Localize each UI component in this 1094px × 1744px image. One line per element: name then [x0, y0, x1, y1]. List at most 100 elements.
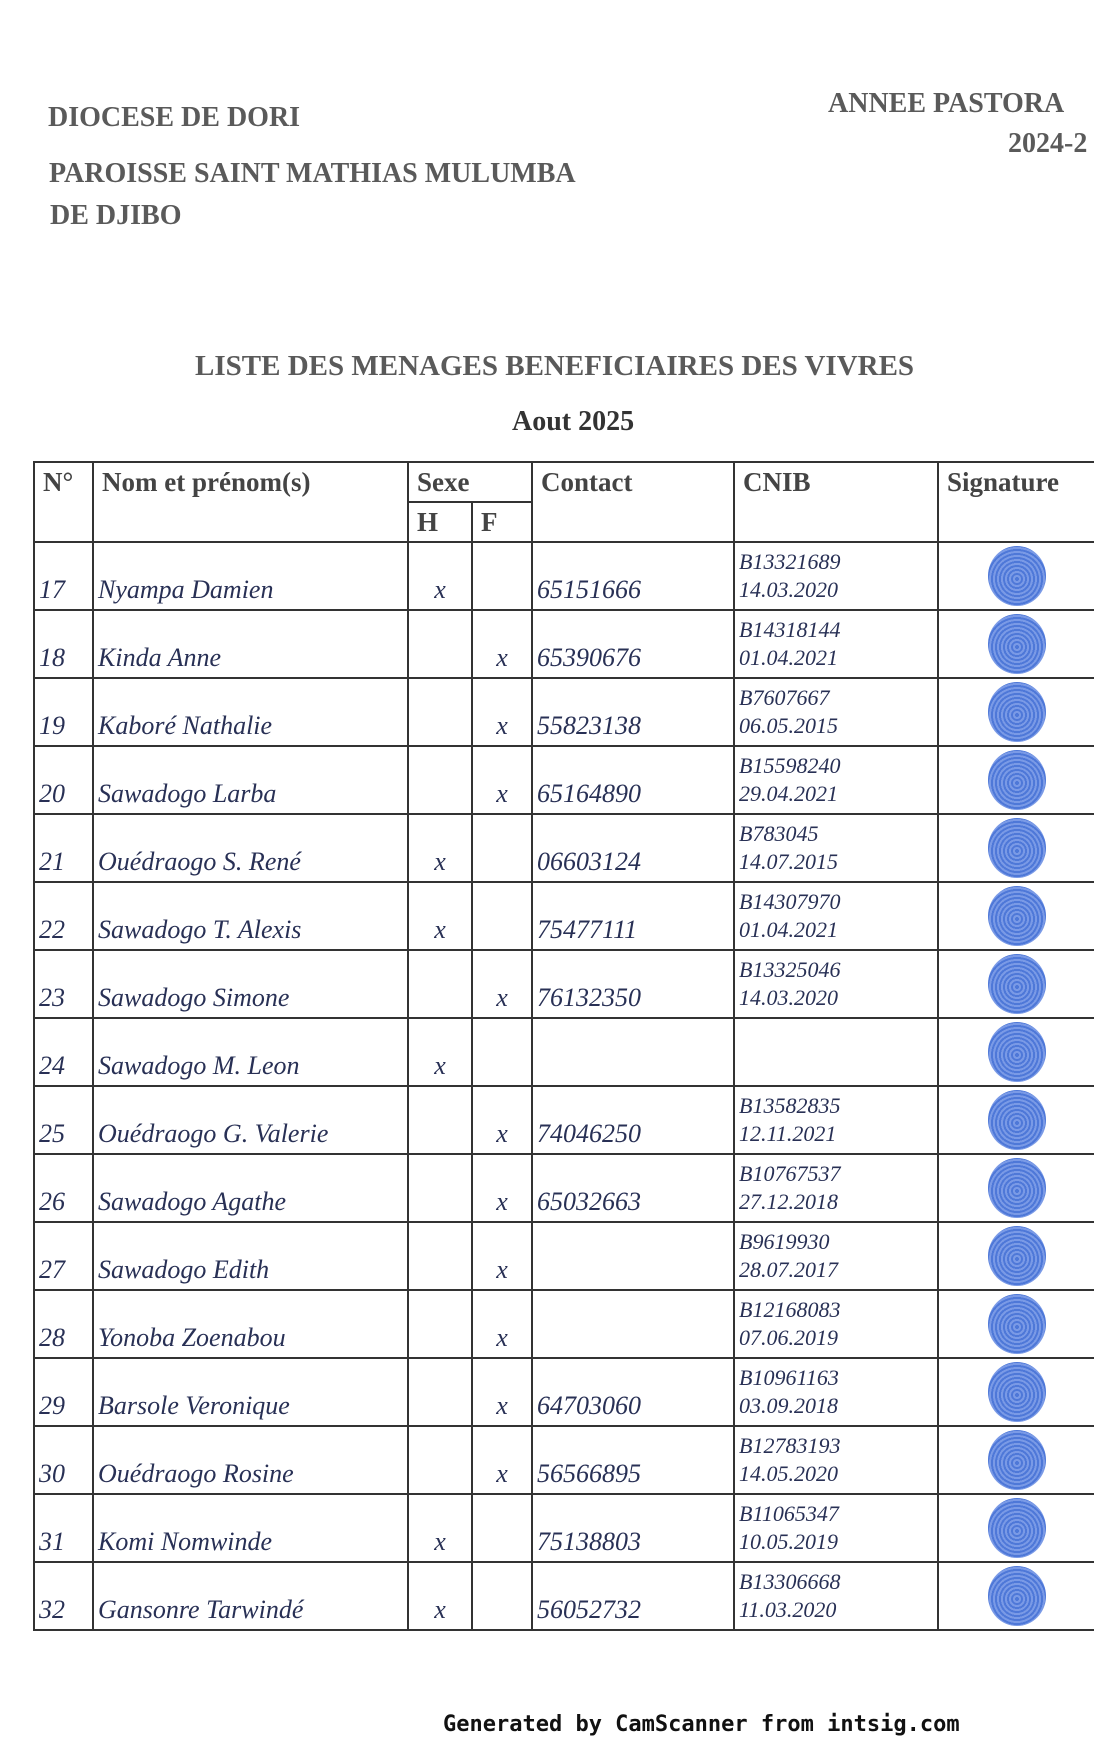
table-row: 28 Yonoba Zoenabou x B12168083 07.06.2019: [33, 1289, 1094, 1359]
beneficiary-name: Barsole Veronique: [92, 1357, 409, 1427]
cnib-number: B13321689: [739, 549, 841, 574]
fingerprint-icon: [987, 954, 1046, 1014]
row-number: 21: [33, 813, 94, 883]
fingerprint-icon: [987, 1566, 1046, 1626]
sex-f-mark: x: [470, 1221, 534, 1291]
row-number: 17: [33, 541, 94, 611]
signature-cell: [937, 1289, 1094, 1359]
sex-f-mark: x: [470, 1153, 534, 1223]
cnib-date: 12.11.2021: [739, 1121, 837, 1146]
sex-f-mark: x: [470, 677, 534, 747]
sex-h-mark: [407, 745, 473, 815]
cnib-number: B12783193: [739, 1433, 841, 1458]
cnib-cell: B14307970 01.04.2021: [733, 881, 940, 951]
table-row: 22 Sawadogo T. Alexis x 75477111 B14307970 01…: [33, 881, 1094, 951]
beneficiary-name: Kaboré Nathalie: [92, 677, 409, 747]
cnib-cell: B14318144 01.04.2021: [733, 609, 940, 679]
beneficiary-name: Sawadogo Simone: [92, 949, 409, 1019]
contact-number: 75138803: [531, 1493, 736, 1563]
col-cnib: CNIB: [733, 461, 940, 543]
fingerprint-icon: [987, 1430, 1046, 1490]
contact-number: 06603124: [531, 813, 736, 883]
sex-h-mark: [407, 1085, 473, 1155]
row-number: 19: [33, 677, 94, 747]
cnib-cell: B12783193 14.05.2020: [733, 1425, 940, 1495]
sex-f-mark: x: [470, 1289, 534, 1359]
signature-cell: [937, 1561, 1094, 1631]
beneficiary-name: Sawadogo M. Leon: [92, 1017, 409, 1087]
cnib-number: B14318144: [739, 617, 841, 642]
beneficiary-name: Sawadogo Larba: [92, 745, 409, 815]
cnib-cell: B13306668 11.03.2020: [733, 1561, 940, 1631]
sex-f-mark: [470, 1561, 534, 1631]
contact-number: 65032663: [531, 1153, 736, 1223]
beneficiary-name: Sawadogo Agathe: [92, 1153, 409, 1223]
contact-number: [531, 1221, 736, 1291]
contact-number: 65390676: [531, 609, 736, 679]
sex-h-mark: [407, 1221, 473, 1291]
table-row: 31 Komi Nomwinde x 75138803 B11065347 10.05.2…: [33, 1493, 1094, 1563]
contact-number: [531, 1289, 736, 1359]
fingerprint-icon: [987, 682, 1046, 742]
col-name: Nom et prénom(s): [92, 461, 409, 543]
col-sex-f: F: [470, 501, 534, 543]
table-row: 32 Gansonre Tarwindé x 56052732 B13306668 11.…: [33, 1561, 1094, 1631]
cnib-number: B12168083: [739, 1297, 841, 1322]
table-row: 21 Ouédraogo S. René x 06603124 B783045 14.07…: [33, 813, 1094, 883]
signature-cell: [937, 1085, 1094, 1155]
row-number: 20: [33, 745, 94, 815]
cnib-date: 27.12.2018: [739, 1189, 839, 1214]
table-row: 27 Sawadogo Edith x B9619930 28.07.2017: [33, 1221, 1094, 1291]
cnib-cell: B783045 14.07.2015: [733, 813, 940, 883]
fingerprint-icon: [987, 614, 1046, 674]
fingerprint-icon: [987, 1498, 1046, 1558]
sex-f-mark: x: [470, 745, 534, 815]
cnib-number: B15598240: [739, 753, 841, 778]
table-row: 17 Nyampa Damien x 65151666 B13321689 14.03.2…: [33, 541, 1094, 611]
cnib-cell: B10767537 27.12.2018: [733, 1153, 940, 1223]
sex-f-mark: x: [470, 1085, 534, 1155]
sex-f-mark: x: [470, 1357, 534, 1427]
row-number: 31: [33, 1493, 94, 1563]
sex-f-mark: x: [470, 609, 534, 679]
cnib-cell: [733, 1017, 940, 1087]
contact-number: 56566895: [531, 1425, 736, 1495]
col-sex-h: H: [407, 501, 473, 543]
cnib-number: B783045: [739, 821, 819, 846]
cnib-cell: B10961163 03.09.2018: [733, 1357, 940, 1427]
row-number: 27: [33, 1221, 94, 1291]
fingerprint-icon: [987, 750, 1046, 810]
table-row: 25 Ouédraogo G. Valerie x 74046250 B13582835…: [33, 1085, 1094, 1155]
row-number: 29: [33, 1357, 94, 1427]
signature-cell: [937, 1221, 1094, 1291]
beneficiary-name: Yonoba Zoenabou: [92, 1289, 409, 1359]
parish-name: PAROISSE SAINT MATHIAS MULUMBA: [49, 158, 576, 189]
beneficiary-name: Nyampa Damien: [92, 541, 409, 611]
row-number: 18: [33, 609, 94, 679]
sex-h-mark: [407, 609, 473, 679]
signature-cell: [937, 609, 1094, 679]
signature-cell: [937, 677, 1094, 747]
cnib-date: 07.06.2019: [739, 1325, 839, 1350]
sex-h-mark: x: [407, 813, 473, 883]
sex-h-mark: [407, 1357, 473, 1427]
beneficiary-name: Sawadogo Edith: [92, 1221, 409, 1291]
signature-cell: [937, 1357, 1094, 1427]
beneficiary-name: Ouédraogo Rosine: [92, 1425, 409, 1495]
document-title: LISTE DES MENAGES BENEFICIAIRES DES VIVR…: [195, 350, 915, 382]
sex-h-mark: x: [407, 881, 473, 951]
row-number: 24: [33, 1017, 94, 1087]
table-row: 23 Sawadogo Simone x 76132350 B13325046 14.03…: [33, 949, 1094, 1019]
fingerprint-icon: [987, 818, 1046, 878]
signature-cell: [937, 1493, 1094, 1563]
beneficiary-name: Gansonre Tarwindé: [92, 1561, 409, 1631]
contact-number: 64703060: [531, 1357, 736, 1427]
cnib-cell: B11065347 10.05.2019: [733, 1493, 940, 1563]
contact-number: 76132350: [531, 949, 736, 1019]
sex-f-mark: [470, 813, 534, 883]
fingerprint-icon: [987, 1158, 1046, 1218]
signature-cell: [937, 881, 1094, 951]
fingerprint-icon: [987, 1022, 1046, 1082]
cnib-number: B13582835: [739, 1093, 841, 1118]
cnib-date: 11.03.2020: [739, 1597, 837, 1622]
